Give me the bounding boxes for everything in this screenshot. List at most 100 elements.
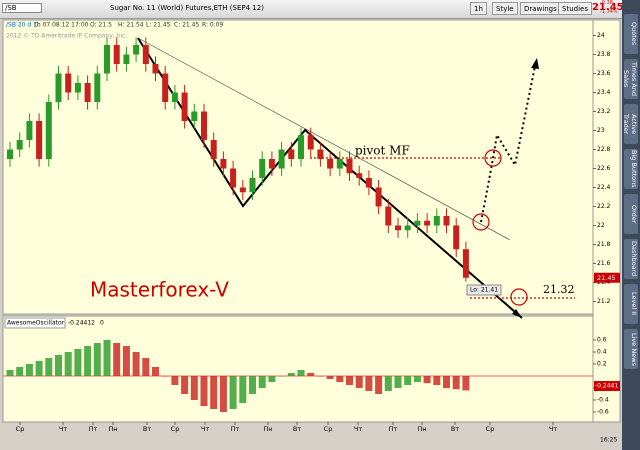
studies-button[interactable]: Studies [558,2,592,15]
candle-body [26,121,33,140]
oscillator-bar [258,376,266,388]
oscillator-bar [404,376,412,385]
oscillator-bar [375,376,383,394]
sidebar-tab[interactable]: Active Trader [622,104,638,144]
oscillator-bar [200,376,208,406]
marker-circle [472,213,490,231]
sidebar-tab[interactable]: Dashboard [624,239,638,279]
candle-body [7,149,13,159]
x-tick-label: Пн [108,425,117,433]
candle-body [288,149,295,159]
arrow-head [512,309,522,318]
oscillator-bar [142,358,150,376]
x-tick-label: Чт [354,425,362,433]
oscillator-bar [16,367,24,376]
oscillator-bar [74,349,82,376]
candle-body [16,140,23,150]
chart: /SB 20 d 1hD: 07.08.12 17:00 O: 21.5 H: 21… [2,19,621,444]
drawings-button[interactable]: Drawings [520,2,561,15]
oscillator-bar [122,346,130,376]
marker-circle [484,149,502,167]
candle-body [45,102,52,159]
candle-body [65,73,72,93]
oscillator-bar [394,376,402,388]
oscillator-bar [452,376,460,390]
oscillator-bar [190,376,198,400]
osc-last-box [594,381,620,391]
oscillator-bar [64,352,72,376]
oscillator-bar [219,376,227,412]
y-tick-label: 0.6 [597,337,607,344]
y-tick-label: 22 [597,222,605,229]
candle-body [152,64,159,74]
oscillator-bar [297,370,305,376]
y-tick-label: 21.6 [597,260,611,267]
y-tick-label: 0.4 [597,349,607,356]
toolbar: /SB Sugar No. 11 (World) Futures,ETH (SE… [0,0,624,19]
oscillator-bar [384,376,392,391]
sidebar-tab[interactable]: Order [624,194,638,234]
x-tick-label: Пт [89,425,98,433]
y-tick-label: -0.6 [597,409,609,416]
sidebar-tab[interactable]: Level II [624,284,638,324]
oscillator-bar [161,376,169,377]
x-tick-label: Вт [143,425,151,433]
oscillator-bar [287,373,295,376]
oscillator-bar [413,376,421,382]
candle-body [36,121,43,159]
oscillator-bar [346,376,353,385]
candle-body [336,159,343,169]
y-tick-label: 22.8 [597,146,611,153]
oscillator-panel [2,315,594,423]
sidebar-tab[interactable]: Times And Sales [622,59,638,99]
x-tick-label: Чт [59,425,67,433]
y-tick-label: 23.8 [597,51,611,58]
style-button[interactable]: Style [492,2,518,15]
sidebar-tab[interactable]: Quotes [624,14,638,54]
oscillator-bar [210,376,218,409]
y-tick-label: 22.6 [597,165,611,172]
sidebar-tab[interactable]: Big Buttons [624,149,638,189]
info-row: /SB 20 d 1hD: 07.08.12 17:00 O: 21.5 H: 21… [6,22,223,29]
candle-body [162,73,169,102]
info-item: D: 07.08.12 17:00 [34,22,89,29]
oscillator-bar [336,376,344,382]
forecast-path [480,65,536,223]
oscillator-bar [307,373,315,376]
description: Sugar No. 11 (World) Futures,ETH (SEP4 1… [110,4,264,12]
oscillator-bar [93,343,101,376]
sidebar: Quotes Times And Sales Active Trader Big Bu… [622,0,640,450]
study-name: AwesomeOscillator [7,320,65,327]
candle-body [278,149,285,169]
last-price-box [594,272,620,283]
oscillator-bar [423,376,431,384]
candle-body [365,178,372,188]
oscillator-bar [35,361,43,376]
x-tick-label: Пт [389,425,398,433]
candle-body [55,73,62,102]
candle-body [385,206,392,226]
candle-body [94,73,101,102]
last-price-label: 21.45 [597,274,616,282]
candle-body [259,159,266,178]
change: -0.38 [600,0,613,6]
info-item: O: 21.5 [90,22,112,29]
candle-body [142,45,149,64]
x-tick-label: Пт [231,425,240,433]
oscillator-bar [355,376,363,388]
info-item: C: 21.45 [174,22,199,29]
candle-body [230,168,237,188]
candle-body [414,220,421,226]
symbol-box[interactable]: /SB [2,3,42,13]
oscillator-bar [249,376,256,394]
interval-button[interactable]: 1h [470,2,487,15]
x-tick-label: Ср [171,425,180,433]
x-tick-label: Ср [16,425,25,433]
oscillator-bar [229,376,237,409]
oscillator-bar [84,346,92,376]
candle-body [123,54,130,64]
sidebar-tab[interactable]: Live News [624,329,638,369]
oscillator-bar [239,376,247,403]
price-axis [592,19,621,423]
status-time: 16:25 [600,437,617,444]
